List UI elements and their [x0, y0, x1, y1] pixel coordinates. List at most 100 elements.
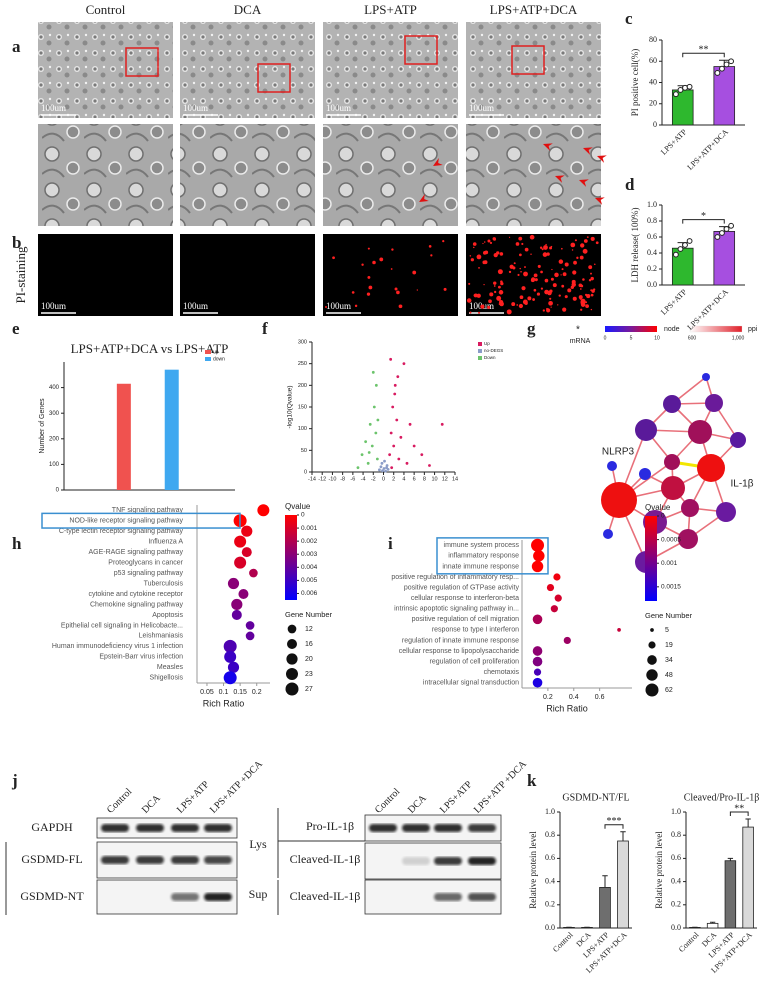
scale-bar-label: 100um [326, 301, 351, 311]
column-header: LPS+ATP+DCA [490, 2, 578, 17]
pi-spot [580, 288, 582, 290]
size-legend-label: 12 [305, 626, 313, 633]
bar [117, 384, 131, 490]
colorbar-title: Qvalue [285, 502, 311, 511]
blot-band [204, 824, 232, 832]
lane-label: LPS+ATP [175, 779, 212, 816]
dot [564, 637, 571, 644]
pi-spot [530, 254, 531, 255]
data-point [391, 406, 394, 409]
blot-band [136, 824, 164, 832]
data-point [376, 419, 379, 422]
data-point [399, 436, 402, 439]
data-point [683, 85, 688, 90]
data-point [371, 445, 374, 448]
column-header: DCA [234, 2, 262, 17]
x-tick-label: 10 [432, 476, 438, 482]
legend-label: ppi [748, 326, 758, 333]
pi-spot [551, 246, 552, 247]
y-axis-label: PI positive cell(%) [630, 49, 640, 116]
colorbar-tick-label: 0 [301, 512, 305, 519]
x-tick-label: LPS+ATP [659, 127, 689, 157]
pi-spot [487, 240, 490, 243]
pi-spot [532, 298, 535, 301]
pi-spot [527, 296, 531, 300]
pi-spot [514, 262, 516, 264]
pi-spot [516, 242, 520, 246]
lane-label: LPS+ATP +DCA [472, 758, 529, 815]
data-point [383, 467, 386, 470]
blot-band [468, 824, 496, 832]
dot [228, 578, 239, 589]
colorbar-tick: 1,000 [732, 335, 745, 341]
pi-spot [325, 306, 327, 308]
data-point [390, 466, 393, 469]
y-tick-label: 0.0 [671, 923, 681, 932]
pi-spot [543, 309, 545, 311]
size-legend-dot [648, 641, 655, 648]
y-tick-label: 200 [298, 383, 307, 389]
pi-spot [562, 307, 566, 311]
data-point [397, 458, 400, 461]
x-tick-label: Control [677, 930, 701, 954]
significance-label: ** [734, 803, 744, 814]
x-tick-label: 0 [382, 476, 385, 482]
category-label: Shigellosis [150, 675, 184, 682]
data-point [369, 423, 372, 426]
data-point [406, 462, 409, 465]
dot [551, 605, 558, 612]
data-point [361, 453, 364, 456]
pi-spot [399, 304, 403, 308]
pi-spot [484, 241, 486, 243]
dot [246, 632, 255, 641]
panel-letter: h [12, 534, 22, 553]
pi-spot [509, 237, 510, 238]
dot [242, 547, 252, 557]
y-tick-label: 0.6 [545, 853, 555, 862]
pi-spot [368, 286, 372, 290]
colorbar-tick-label: 0.0015 [661, 584, 681, 591]
network-node [661, 476, 685, 500]
size-legend-label: 5 [665, 627, 669, 634]
size-legend-dot [288, 625, 297, 634]
significance-label: *** [607, 816, 622, 827]
pi-spot [498, 269, 503, 274]
size-legend-label: 27 [305, 686, 313, 693]
pi-spot [587, 236, 589, 238]
pi-spot [535, 278, 538, 281]
chart-title: LPS+ATP+DCA vs LPS+ATP [71, 341, 229, 356]
data-point [687, 84, 692, 89]
scale-bar-label: 100um [183, 301, 208, 311]
size-legend-dot [286, 683, 299, 696]
pi-spot [488, 299, 492, 303]
panel-letter: f [262, 319, 268, 338]
pi-spot [523, 272, 528, 277]
colorbar-tick-label: 0.002 [301, 538, 318, 545]
pi-spot [429, 245, 432, 248]
legend-swatch [205, 350, 211, 354]
error-bar [620, 832, 625, 841]
size-legend-dot [650, 628, 654, 632]
pi-spot [594, 263, 596, 265]
network-node [716, 502, 736, 522]
panel-letter: d [625, 175, 635, 194]
pi-spot [520, 271, 522, 273]
y-axis-label: Relative protein level [528, 831, 538, 909]
data-point [674, 92, 679, 97]
y-tick-label: 400 [49, 385, 60, 391]
pi-spot [565, 295, 568, 298]
dot [533, 614, 543, 624]
x-tick-label: LPS+ATP+DCA [685, 127, 730, 172]
column-header: LPS+ATP [364, 2, 417, 17]
colorbar-tick: 600 [688, 335, 697, 341]
dot [533, 657, 543, 667]
pi-spot [470, 312, 472, 314]
y-axis-label: Number of Genes [39, 398, 46, 454]
y-tick-label: 50 [301, 448, 307, 454]
pi-spot [524, 302, 527, 305]
bar [165, 370, 179, 490]
chart-title: Cleaved/Pro-IL-1β [684, 792, 760, 803]
y-axis-label: -log10(Qvalue) [287, 386, 294, 429]
legend-swatch [478, 349, 482, 353]
significance-label: * [701, 211, 706, 222]
